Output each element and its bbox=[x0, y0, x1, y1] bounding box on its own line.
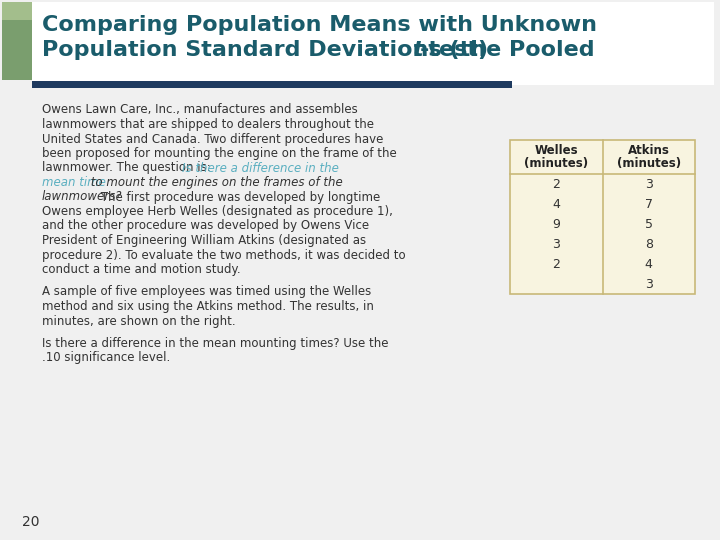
Text: Welles: Welles bbox=[534, 144, 578, 157]
Text: method and six using the Atkins method. The results, in: method and six using the Atkins method. … bbox=[42, 300, 374, 313]
Text: Is there a difference in the: Is there a difference in the bbox=[182, 161, 339, 174]
Text: Population Standard Deviations (the Pooled: Population Standard Deviations (the Pool… bbox=[42, 40, 603, 60]
Bar bbox=[2, 2, 80, 80]
Text: United States and Canada. Two different procedures have: United States and Canada. Two different … bbox=[42, 132, 383, 145]
Text: procedure 2). To evaluate the two methods, it was decided to: procedure 2). To evaluate the two method… bbox=[42, 248, 405, 261]
Bar bbox=[2, 20, 62, 80]
Text: 4: 4 bbox=[552, 198, 560, 211]
Text: Is there a difference in the mean mounting times? Use the: Is there a difference in the mean mounti… bbox=[42, 337, 389, 350]
Bar bbox=[32, 2, 714, 85]
Text: 20: 20 bbox=[22, 515, 40, 529]
Text: -test): -test) bbox=[420, 40, 489, 60]
Text: and the other procedure was developed by Owens Vice: and the other procedure was developed by… bbox=[42, 219, 369, 233]
Text: Owens Lawn Care, Inc., manufactures and assembles: Owens Lawn Care, Inc., manufactures and … bbox=[42, 104, 358, 117]
Text: 2: 2 bbox=[552, 258, 560, 271]
Text: minutes, are shown on the right.: minutes, are shown on the right. bbox=[42, 314, 235, 327]
Text: 3: 3 bbox=[645, 278, 653, 291]
Text: (minutes): (minutes) bbox=[617, 157, 681, 170]
Text: 5: 5 bbox=[644, 218, 653, 231]
Text: lawnmowers?: lawnmowers? bbox=[42, 191, 122, 204]
Text: 8: 8 bbox=[644, 238, 653, 251]
Text: Atkins: Atkins bbox=[628, 144, 670, 157]
Text: t: t bbox=[412, 40, 423, 60]
Text: 2: 2 bbox=[552, 178, 560, 191]
Text: been proposed for mounting the engine on the frame of the: been proposed for mounting the engine on… bbox=[42, 147, 397, 160]
Text: 3: 3 bbox=[552, 238, 560, 251]
Text: lawnmowers that are shipped to dealers throughout the: lawnmowers that are shipped to dealers t… bbox=[42, 118, 374, 131]
Bar bbox=[510, 140, 695, 294]
Text: .10 significance level.: .10 significance level. bbox=[42, 352, 170, 365]
Text: lawnmower. The question is:: lawnmower. The question is: bbox=[42, 161, 215, 174]
Text: A sample of five employees was timed using the Welles: A sample of five employees was timed usi… bbox=[42, 286, 372, 299]
Bar bbox=[32, 81, 512, 88]
Text: conduct a time and motion study.: conduct a time and motion study. bbox=[42, 263, 240, 276]
Text: The first procedure was developed by longtime: The first procedure was developed by lon… bbox=[97, 191, 380, 204]
Text: (minutes): (minutes) bbox=[524, 157, 588, 170]
Text: President of Engineering William Atkins (designated as: President of Engineering William Atkins … bbox=[42, 234, 366, 247]
Text: 4: 4 bbox=[645, 258, 653, 271]
Text: to mount the engines on the frames of the: to mount the engines on the frames of th… bbox=[87, 176, 343, 189]
Text: 3: 3 bbox=[645, 178, 653, 191]
Text: mean time: mean time bbox=[42, 176, 106, 189]
Text: 9: 9 bbox=[552, 218, 560, 231]
Text: Comparing Population Means with Unknown: Comparing Population Means with Unknown bbox=[42, 15, 597, 35]
Text: Owens employee Herb Welles (designated as procedure 1),: Owens employee Herb Welles (designated a… bbox=[42, 205, 393, 218]
Text: 7: 7 bbox=[644, 198, 653, 211]
